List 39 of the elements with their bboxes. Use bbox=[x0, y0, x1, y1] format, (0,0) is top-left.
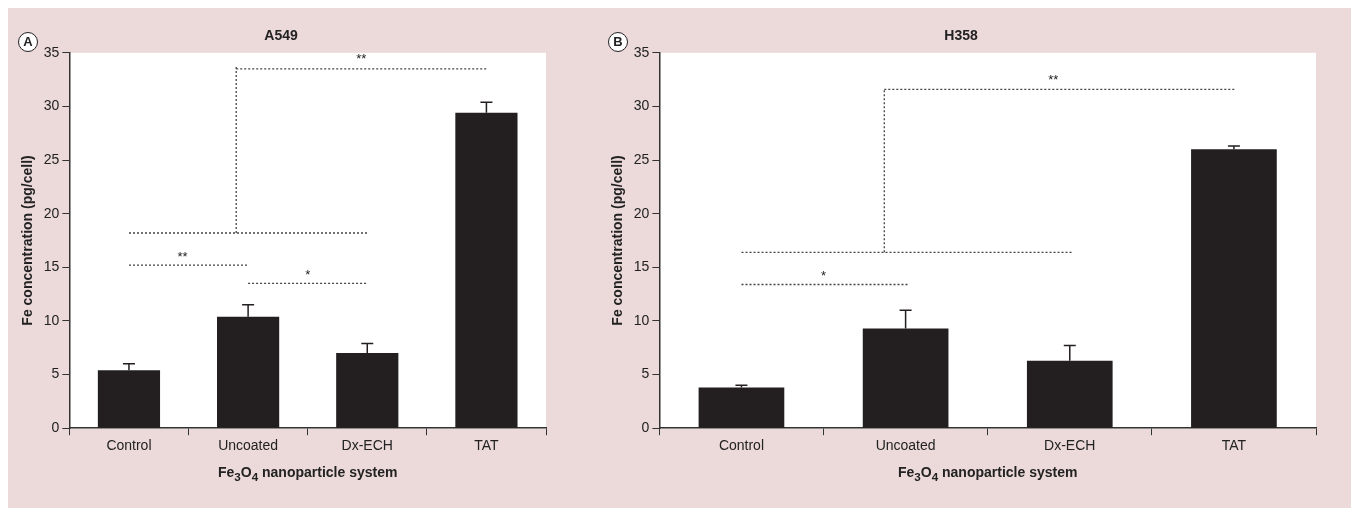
y-tick-label: 35 bbox=[633, 43, 650, 60]
x-axis-title: Fe$_{3}$O$_{4}$ nanoparticle system bbox=[216, 464, 399, 483]
annotation: * bbox=[821, 267, 827, 283]
y-tick-label: 0 bbox=[641, 419, 650, 436]
y-tick-label: 25 bbox=[633, 150, 650, 167]
y-tick-label: 10 bbox=[43, 311, 60, 328]
y-tick-label: 25 bbox=[43, 150, 60, 167]
y-tick-label: 15 bbox=[633, 258, 650, 275]
x-tick-label: Control bbox=[718, 437, 765, 454]
x-tick-label: Uncoated bbox=[875, 437, 936, 454]
y-tick-label: 35 bbox=[43, 43, 60, 60]
annotation: ** bbox=[177, 248, 188, 264]
chart-title: A549 bbox=[264, 27, 298, 44]
y-axis-title: Fe concentration (pg/cell) bbox=[609, 155, 626, 326]
bar bbox=[698, 387, 785, 428]
x-axis-title: Fe$_{3}$O$_{4}$ nanoparticle system bbox=[896, 464, 1079, 483]
y-tick-label: 20 bbox=[43, 204, 60, 221]
annotation: ** bbox=[356, 51, 367, 67]
y-tick-label: 30 bbox=[633, 97, 650, 114]
annotation: ** bbox=[1048, 71, 1059, 87]
x-tick-label: TAT bbox=[1221, 437, 1247, 454]
y-tick-label: 20 bbox=[633, 204, 650, 221]
y-axis-title: Fe concentration (pg/cell) bbox=[19, 155, 36, 326]
x-tick-label: Control bbox=[106, 437, 152, 454]
text: A bbox=[18, 32, 38, 52]
x-tick-label: Dx-ECH bbox=[1044, 437, 1096, 454]
x-tick-label: Uncoated bbox=[218, 437, 279, 454]
annotation: * bbox=[305, 266, 311, 282]
x-tick-label: Dx-ECH bbox=[341, 437, 393, 454]
bar bbox=[1191, 149, 1277, 428]
y-tick-label: 0 bbox=[51, 419, 60, 436]
chart-title: H358 bbox=[944, 27, 978, 44]
y-tick-label: 15 bbox=[43, 258, 60, 275]
y-tick-label: 10 bbox=[633, 311, 650, 328]
y-tick-label: 5 bbox=[51, 365, 60, 382]
y-tick-label: 5 bbox=[641, 365, 650, 382]
text: B bbox=[608, 32, 628, 52]
y-tick-label: 30 bbox=[43, 97, 60, 114]
x-tick-label: TAT bbox=[474, 437, 500, 454]
